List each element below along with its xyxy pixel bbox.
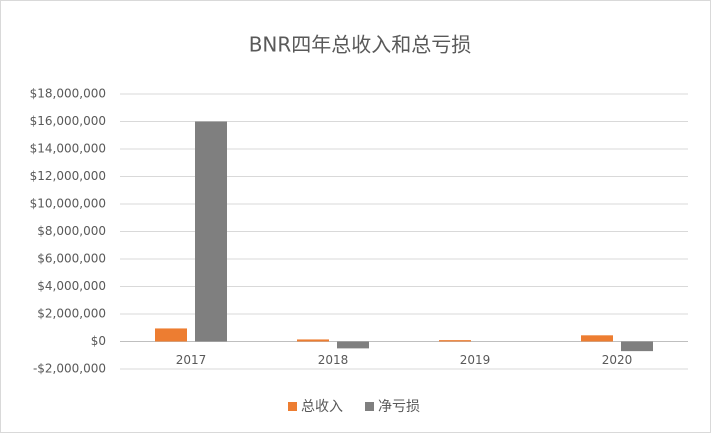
legend-swatch [365,402,374,411]
bar [155,328,187,342]
y-tick-label: $6,000,000 [37,252,106,266]
legend-label: 净亏损 [378,399,420,415]
legend-swatch [288,402,297,411]
chart-border [0,0,711,433]
y-tick-label: $10,000,000 [30,197,106,211]
chart-title: BNR四年总收入和总亏损 [249,33,472,57]
y-tick-label: $14,000,000 [30,142,106,156]
bar [195,121,227,342]
legend-label: 总收入 [301,399,343,415]
y-tick-label: $4,000,000 [37,279,106,293]
x-tick-label: 2017 [176,353,207,367]
x-tick-label: 2020 [602,353,633,367]
y-tick-label: $18,000,000 [30,87,106,101]
y-tick-label: $12,000,000 [30,169,106,183]
y-tick-label: $2,000,000 [37,307,106,321]
y-tick-label: $8,000,000 [37,224,106,238]
bar [337,341,369,349]
bar [439,340,471,342]
x-tick-label: 2018 [318,353,349,367]
y-tick-label: $0 [91,334,106,348]
y-tick-label: -$2,000,000 [33,362,106,376]
bar [297,339,329,342]
y-tick-label: $16,000,000 [30,114,106,128]
bar [581,335,613,342]
x-tick-label: 2019 [460,353,491,367]
bar [621,341,653,352]
